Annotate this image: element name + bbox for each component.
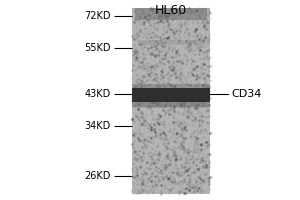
Bar [132,71,210,75]
Bar [132,190,210,194]
Bar [132,183,210,187]
Bar [132,149,210,153]
Bar [132,94,210,97]
Bar [132,27,210,30]
Bar [132,108,210,112]
Bar [135,8,207,20]
Bar [132,68,210,71]
Bar [132,15,210,19]
Bar [132,131,210,134]
Bar [132,101,210,105]
Text: 34KD: 34KD [85,121,111,131]
Bar [132,157,210,161]
Bar [132,90,210,94]
Bar [132,30,210,34]
Bar [132,168,210,172]
Bar [132,161,210,164]
Bar [132,53,210,56]
Bar [132,34,210,38]
Bar [132,79,210,82]
Bar [132,134,210,138]
Bar [132,127,210,131]
Text: CD34: CD34 [231,89,261,99]
Bar [132,116,210,120]
Text: 26KD: 26KD [85,171,111,181]
Bar [132,164,210,168]
Bar [132,88,210,102]
Bar [132,97,210,101]
Text: 43KD: 43KD [85,89,111,99]
Bar [132,23,210,27]
Bar [132,138,210,142]
Bar [132,146,210,149]
Bar [132,60,210,64]
Bar [132,45,210,49]
Bar [132,75,210,79]
Bar [132,112,210,116]
Bar [132,123,210,127]
Bar [132,153,210,157]
Bar [132,19,210,23]
Bar [132,8,210,194]
Bar [132,172,210,175]
Bar [132,179,210,183]
Bar [132,64,210,68]
Bar [132,82,210,86]
Bar [132,49,210,53]
Bar [135,102,207,108]
Bar [138,40,204,45]
Bar [132,86,210,90]
Bar [132,12,210,15]
Text: HL60: HL60 [155,4,187,17]
Bar [132,105,210,108]
Bar [132,120,210,123]
Bar [132,187,210,190]
Bar [132,56,210,60]
Bar [132,84,210,107]
Bar [132,175,210,179]
Bar [132,41,210,45]
Bar [132,142,210,146]
Text: 72KD: 72KD [85,11,111,21]
Bar [132,8,210,12]
Text: 55KD: 55KD [85,43,111,53]
Bar [132,38,210,41]
